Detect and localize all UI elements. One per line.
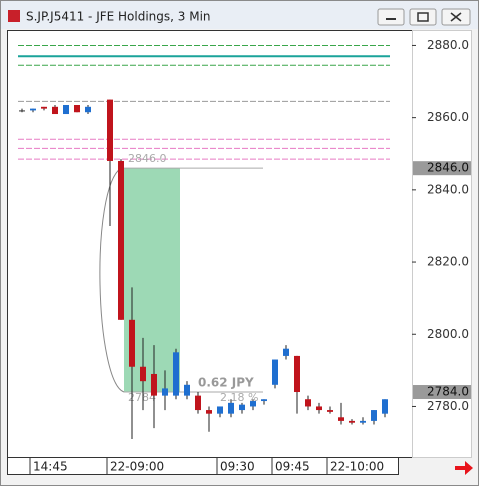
candle-body xyxy=(140,366,146,382)
time-axis xyxy=(7,457,399,475)
measure-end-label: 2784 xyxy=(128,391,156,404)
y-tick-label: 2800.0 xyxy=(427,327,469,341)
price-marker-label: 2846.0 xyxy=(427,161,469,175)
candle-body xyxy=(261,399,267,402)
candle-body xyxy=(217,406,223,414)
candle-body xyxy=(41,106,47,109)
candle-body xyxy=(338,417,344,421)
maximize-icon xyxy=(417,12,429,22)
scroll-arrow[interactable] xyxy=(455,461,473,475)
y-tick-label: 2840.0 xyxy=(427,182,469,196)
candle-body xyxy=(162,388,168,396)
candle-body xyxy=(316,406,322,411)
candle-body xyxy=(349,420,355,423)
candle-body xyxy=(173,352,179,396)
candle-body xyxy=(283,348,289,356)
x-tick-label: 22-10:00 xyxy=(330,460,384,474)
maximize-button[interactable] xyxy=(409,8,437,26)
candle-body xyxy=(382,399,388,414)
price-marker-label: 2784.0 xyxy=(427,385,469,399)
candle-body xyxy=(305,399,311,407)
candle-body xyxy=(327,410,333,412)
candle-body xyxy=(30,108,36,111)
x-tick-label: 09:30 xyxy=(220,460,255,474)
x-tick-label: 09:45 xyxy=(275,460,310,474)
candle-body xyxy=(371,410,377,421)
candle-body xyxy=(63,105,69,115)
candle-body xyxy=(250,401,256,407)
minimize-button[interactable] xyxy=(377,8,405,26)
candle-body xyxy=(272,359,278,385)
candle-body xyxy=(239,404,245,411)
close-icon xyxy=(450,12,462,22)
candle-body xyxy=(184,384,190,396)
candle-body xyxy=(85,106,91,113)
x-tick-label: 22-09:00 xyxy=(110,460,164,474)
price-marker xyxy=(413,161,471,176)
candle-body xyxy=(129,319,135,367)
measure-arc xyxy=(99,167,125,393)
plot-area xyxy=(7,30,413,458)
measure-start-label: 2846.0 xyxy=(128,152,167,165)
candle-body xyxy=(151,373,157,396)
candle-body xyxy=(74,105,80,113)
measure-change: 0.62 JPY xyxy=(198,376,254,390)
measure-percent: 2.18 % xyxy=(220,391,258,404)
candle-body xyxy=(294,355,300,393)
candle-body xyxy=(228,402,234,414)
candle-body xyxy=(118,160,124,320)
window-title: S.JP.J5411 - JFE Holdings, 3 Min xyxy=(26,10,211,24)
y-tick-label: 2820.0 xyxy=(427,255,469,269)
app-icon xyxy=(8,10,20,22)
price-marker xyxy=(413,385,471,400)
y-tick-label: 2880.0 xyxy=(427,38,469,52)
candle-body xyxy=(206,410,212,414)
y-tick-label: 2780.0 xyxy=(427,399,469,413)
window-buttons[interactable] xyxy=(377,8,471,26)
candle-body xyxy=(19,110,25,112)
candle-body xyxy=(195,395,201,411)
candle-body xyxy=(360,420,366,423)
candle-body xyxy=(107,99,113,161)
candle-body xyxy=(52,106,58,115)
x-tick-label: 14:45 xyxy=(33,460,68,474)
y-tick-label: 2860.0 xyxy=(427,110,469,124)
